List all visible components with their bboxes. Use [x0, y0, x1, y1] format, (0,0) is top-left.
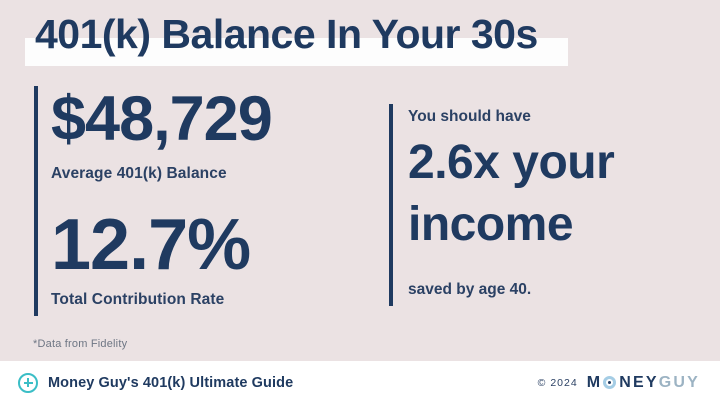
contribution-rate-value: 12.7% [51, 205, 251, 285]
moneyguy-wordmark: M NEY GUY [587, 374, 700, 392]
poster-background: 401(k) Balance In Your 30s $48,729 Avera… [0, 0, 720, 361]
left-stat-column: $48,729 Average 401(k) Balance 12.7% Tot… [34, 86, 354, 316]
page-title: 401(k) Balance In Your 30s [35, 11, 538, 57]
average-balance-label: Average 401(k) Balance [51, 165, 227, 182]
target-o-icon [603, 376, 617, 389]
right-stat-column: You should have 2.6x your income saved b… [389, 104, 689, 306]
footer-guide-link[interactable]: Money Guy's 401(k) Ultimate Guide [18, 372, 294, 393]
plus-circle-icon [18, 372, 38, 393]
target-o-icon-dot [608, 381, 612, 384]
copyright-text: © 2024 [537, 376, 578, 389]
contribution-rate-label: Total Contribution Rate [51, 291, 225, 308]
wordmark-part-guy: GUY [658, 373, 700, 391]
plus-icon-vertical-bar [27, 378, 29, 387]
income-multiple-intro: You should have [408, 108, 531, 125]
income-multiple-value: 2.6x your income [408, 136, 615, 252]
footer-bar: Money Guy's 401(k) Ultimate Guide © 2024… [0, 361, 720, 404]
wordmark-part-ney: NEY [619, 373, 659, 391]
guide-label: Money Guy's 401(k) Ultimate Guide [48, 374, 294, 391]
average-balance-value: $48,729 [51, 84, 273, 154]
data-source-footnote: *Data from Fidelity [33, 338, 128, 350]
income-multiple-caption: saved by age 40. [408, 280, 532, 298]
wordmark-part-m: M [586, 373, 603, 391]
footer-brand: © 2024 M NEY GUY [538, 374, 700, 392]
title-highlight-band [25, 38, 568, 66]
